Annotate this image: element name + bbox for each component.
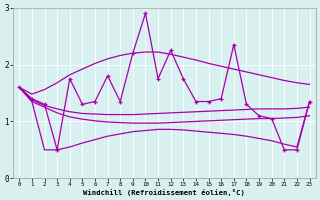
X-axis label: Windchill (Refroidissement éolien,°C): Windchill (Refroidissement éolien,°C) xyxy=(84,189,245,196)
